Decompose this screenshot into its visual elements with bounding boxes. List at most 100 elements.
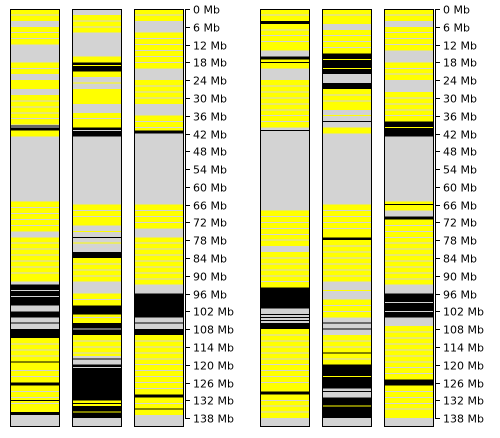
stripe-gray: [134, 260, 184, 262]
stripe-gray: [134, 382, 184, 384]
stripe-gray: [134, 352, 184, 354]
segment-gray: [10, 415, 60, 427]
stripe-gray: [384, 402, 434, 404]
stripe-gray: [134, 61, 184, 63]
stripe-gray: [260, 103, 310, 105]
stripe-gray: [260, 221, 310, 223]
track-2-1: [260, 9, 310, 427]
segment-gray: [384, 317, 434, 327]
tick-label: 102 Mb: [443, 306, 484, 319]
stripe-gray: [134, 91, 184, 93]
stripe-gray: [10, 266, 60, 268]
stripe-gray: [134, 364, 184, 366]
tick-label: 54 Mb: [193, 164, 227, 177]
stripe-gray: [384, 224, 434, 226]
segment-gray: [134, 415, 184, 427]
segment-yellow: [72, 89, 122, 104]
stripe-yellow: [384, 127, 434, 129]
stripe-gray: [260, 216, 310, 218]
track-outline: [260, 9, 310, 427]
segment-black: [72, 252, 122, 259]
stripe-gray: [260, 41, 310, 43]
stripe-gray: [260, 257, 310, 259]
stripe-gray: [260, 35, 310, 37]
stripe-gray: [260, 121, 310, 123]
stripe-gray: [384, 103, 434, 105]
segment-yellow: [72, 335, 122, 356]
stripe-gray: [322, 275, 372, 277]
stripe-gray: [72, 263, 122, 265]
track-groups: [10, 9, 434, 427]
segment-yellow: [10, 338, 60, 383]
stripe-gray: [134, 221, 184, 223]
stripe-black: [10, 361, 60, 363]
segment-gray: [322, 388, 372, 398]
stripe-yellow: [322, 376, 372, 378]
stripe-gray: [260, 411, 310, 413]
stripe-gray: [384, 236, 434, 238]
stripe-gray: [10, 272, 60, 274]
stripe-yellow: [322, 290, 372, 292]
stripe-yellow: [72, 242, 122, 244]
stripe-gray: [384, 408, 434, 410]
segment-yellow: [384, 326, 434, 380]
stripe-gray: [10, 112, 60, 114]
segment-black: [10, 127, 60, 131]
stripe-gray: [134, 97, 184, 99]
stripe-gray: [260, 109, 310, 111]
tick-label: 66 Mb: [193, 200, 227, 213]
stripe-gray: [384, 361, 434, 363]
tick-label: 72 Mb: [193, 217, 227, 230]
stripe-black: [260, 319, 310, 321]
segment-yellow: [322, 89, 372, 110]
stripe-gray: [322, 310, 372, 312]
segment-black: [322, 53, 372, 75]
segment-gray: [134, 103, 184, 116]
tick-label: 90 Mb: [443, 271, 477, 284]
stripe-yellow: [72, 230, 122, 232]
stripe-gray: [10, 67, 60, 69]
segment-gray: [10, 281, 60, 285]
segment-black: [322, 237, 372, 241]
tick-label: 18 Mb: [193, 57, 227, 70]
stripe-gray: [384, 278, 434, 280]
stripe-gray: [322, 346, 372, 348]
stripe-gray: [72, 367, 122, 369]
segment-gray: [10, 44, 60, 63]
segment-yellow: [322, 204, 372, 238]
segment-black: [134, 293, 184, 318]
segment-yellow: [72, 112, 122, 128]
stripe-gray: [384, 260, 434, 262]
stripe-gray: [260, 370, 310, 372]
stripe-gray: [134, 358, 184, 360]
segment-gray: [134, 133, 184, 205]
stripe-gray: [134, 121, 184, 123]
stripe-gray: [384, 97, 434, 99]
stripe-gray: [322, 340, 372, 342]
tick-label: 132 Mb: [443, 395, 484, 408]
stripe-gray: [134, 38, 184, 40]
stripe-gray: [384, 337, 434, 339]
tick-label: 0 Mb: [193, 4, 220, 17]
segment-black: [322, 83, 372, 90]
stripe-gray: [10, 396, 60, 398]
track-1-3: [134, 9, 184, 427]
stripe-black: [322, 352, 372, 354]
stripe-gray: [10, 50, 60, 52]
stripe-gray: [384, 390, 434, 392]
stripe-gray: [384, 242, 434, 244]
segment-gray: [10, 20, 60, 27]
stripe-gray: [260, 281, 310, 283]
segment-yellow: [10, 80, 60, 90]
stripe-gray: [72, 352, 122, 354]
stripe-gray: [260, 263, 310, 265]
segment-yellow: [384, 62, 434, 81]
stripe-gray: [322, 251, 372, 253]
tick-label: 84 Mb: [443, 253, 477, 266]
segment-yellow: [72, 56, 122, 63]
stripe-gray: [260, 346, 310, 348]
stripe-black: [322, 390, 372, 392]
stripe-gray: [134, 370, 184, 372]
stripe-gray: [322, 210, 372, 212]
stripe-gray: [260, 91, 310, 93]
